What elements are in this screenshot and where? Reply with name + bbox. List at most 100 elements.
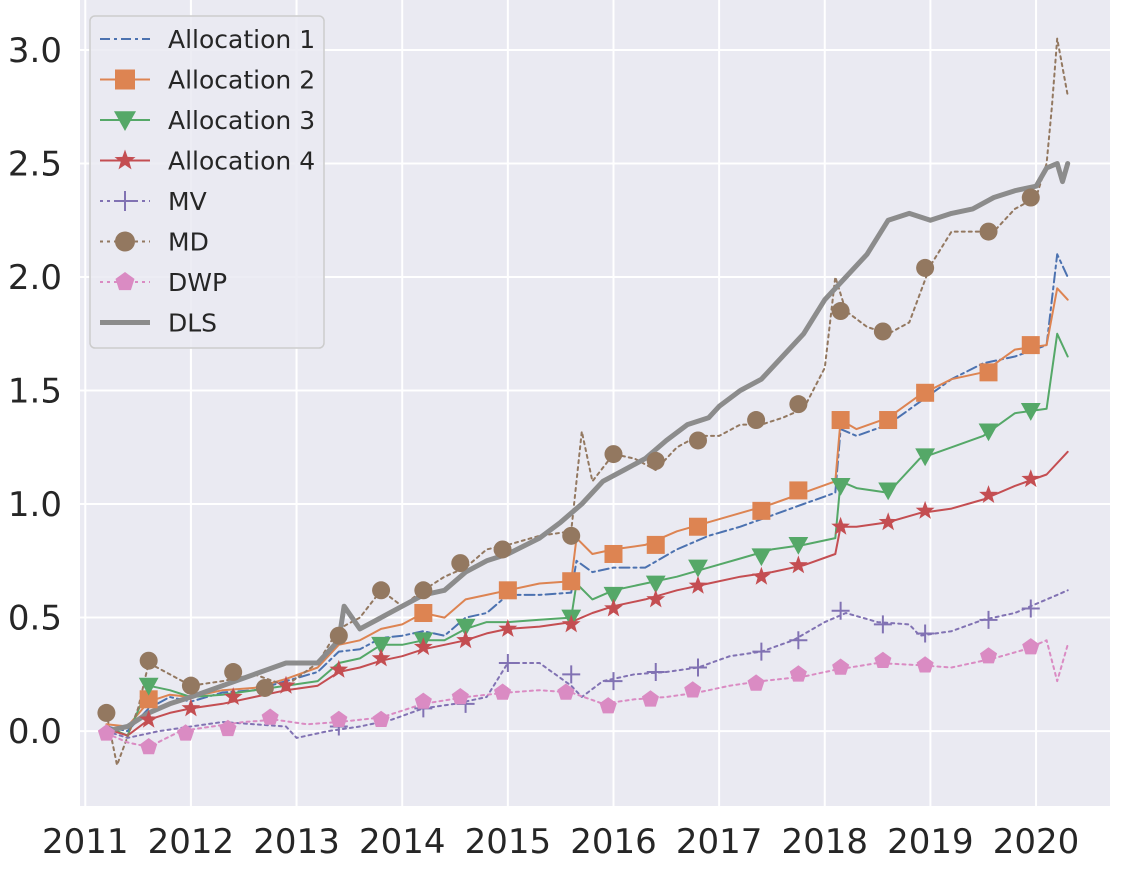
data-point-md [181, 676, 200, 695]
data-point-allocation-3 [603, 586, 624, 605]
legend-label-allocation-2: Allocation 2 [168, 66, 315, 95]
data-point-md [1021, 188, 1040, 207]
data-point-dwp [140, 738, 158, 755]
data-point-md [451, 554, 470, 573]
legend-label-dwp: DWP [168, 268, 227, 297]
legend-marker-md [115, 231, 135, 252]
data-point-dwp [747, 674, 765, 691]
y-tick-label: 2.0 [8, 258, 62, 298]
data-point-allocation-2 [689, 517, 707, 536]
data-point-allocation-2 [604, 544, 623, 563]
data-point-md [916, 258, 935, 277]
data-point-mv [498, 653, 517, 672]
legend-marker-allocation-3 [114, 111, 136, 131]
data-point-allocation-4 [561, 614, 581, 633]
data-point-allocation-3 [1020, 403, 1041, 421]
legend-marker-allocation-2 [115, 69, 135, 90]
data-point-allocation-3 [455, 618, 476, 637]
data-point-allocation-4 [139, 709, 159, 728]
series-line-allocation-4 [105, 450, 1069, 737]
data-point-allocation-3 [688, 559, 708, 578]
x-tick-label: 2014 [359, 822, 446, 862]
data-point-allocation-3 [138, 677, 159, 696]
legend: Allocation 1 Allocation 2 Allocation 3 Allo… [89, 15, 325, 349]
data-point-dwp [832, 658, 850, 675]
legend-marker-dwp [115, 272, 135, 291]
data-point-dwp [451, 688, 469, 705]
data-point-allocation-4 [1021, 469, 1041, 488]
data-point-md [414, 581, 433, 600]
data-point-allocation-4 [276, 675, 296, 694]
data-point-md [493, 540, 512, 559]
data-point-allocation-2 [752, 501, 771, 520]
data-point-dwp [557, 683, 575, 700]
data-point-allocation-2 [831, 411, 850, 430]
data-point-mv [752, 642, 771, 661]
data-point-dwp [372, 710, 390, 727]
series-line-dls [103, 161, 1071, 734]
data-point-allocation-4 [604, 598, 623, 617]
data-point-dwp [599, 697, 617, 714]
y-tick-label: 0.0 [8, 712, 62, 752]
x-tick-label: 2019 [887, 822, 974, 862]
data-point-allocation-2 [789, 481, 808, 500]
data-point-allocation-2 [646, 535, 665, 554]
data-point-md [747, 411, 766, 430]
legend-marker-allocation-4 [114, 149, 136, 170]
data-point-dwp [916, 656, 934, 673]
data-point-allocation-4 [646, 589, 666, 608]
data-point-allocation-3 [978, 423, 999, 442]
data-point-allocation-4 [688, 575, 708, 594]
data-point-allocation-4 [498, 619, 518, 637]
data-point-md [139, 651, 158, 670]
x-tick-label: 2011 [42, 822, 129, 862]
data-point-allocation-4 [915, 500, 935, 519]
legend-box [89, 15, 325, 349]
data-point-dwp [97, 724, 115, 741]
data-point-allocation-4 [979, 485, 998, 503]
y-tick-label: 1.5 [8, 372, 62, 412]
data-point-dwp [177, 724, 195, 741]
data-point-mv [873, 615, 892, 634]
legend-label-dls: DLS [168, 309, 217, 338]
data-point-allocation-4 [329, 659, 349, 678]
data-point-mv [916, 624, 935, 643]
data-point-md [646, 451, 665, 470]
data-point-mv [831, 601, 850, 620]
data-point-allocation-3 [788, 536, 809, 555]
data-point-allocation-2 [879, 411, 898, 430]
data-point-dwp [330, 710, 348, 727]
data-point-md [689, 431, 707, 450]
legend-label-allocation-3: Allocation 3 [168, 106, 315, 135]
y-tick-label: 3.0 [8, 31, 62, 71]
data-point-md [224, 663, 243, 682]
data-point-dwp [789, 665, 807, 682]
data-point-allocation-2 [414, 604, 433, 623]
data-point-mv [604, 672, 623, 691]
data-point-mv [562, 665, 581, 684]
data-point-allocation-4 [752, 566, 771, 585]
x-tick-label: 2016 [570, 822, 657, 862]
data-point-dwp [261, 708, 279, 725]
data-point-allocation-4 [788, 555, 808, 574]
data-point-dwp [980, 647, 998, 664]
data-point-md [372, 581, 391, 600]
data-point-allocation-3 [915, 448, 936, 467]
data-point-md [831, 302, 850, 321]
data-point-dwp [684, 681, 702, 698]
data-point-dwp [494, 683, 512, 700]
y-tick-label: 2.5 [8, 144, 62, 184]
data-point-md [97, 703, 116, 722]
data-point-mv [646, 663, 665, 682]
data-point-md [329, 626, 348, 645]
data-point-md [255, 678, 274, 697]
data-point-dwp [874, 651, 892, 668]
marker-layer [97, 188, 1041, 755]
data-point-allocation-4 [831, 516, 850, 535]
data-point-mv [1021, 599, 1040, 618]
data-point-allocation-3 [371, 636, 391, 655]
data-point-allocation-2 [498, 581, 517, 600]
y-tick-label: 1.0 [8, 485, 62, 525]
legend-marker-mv [115, 191, 135, 211]
